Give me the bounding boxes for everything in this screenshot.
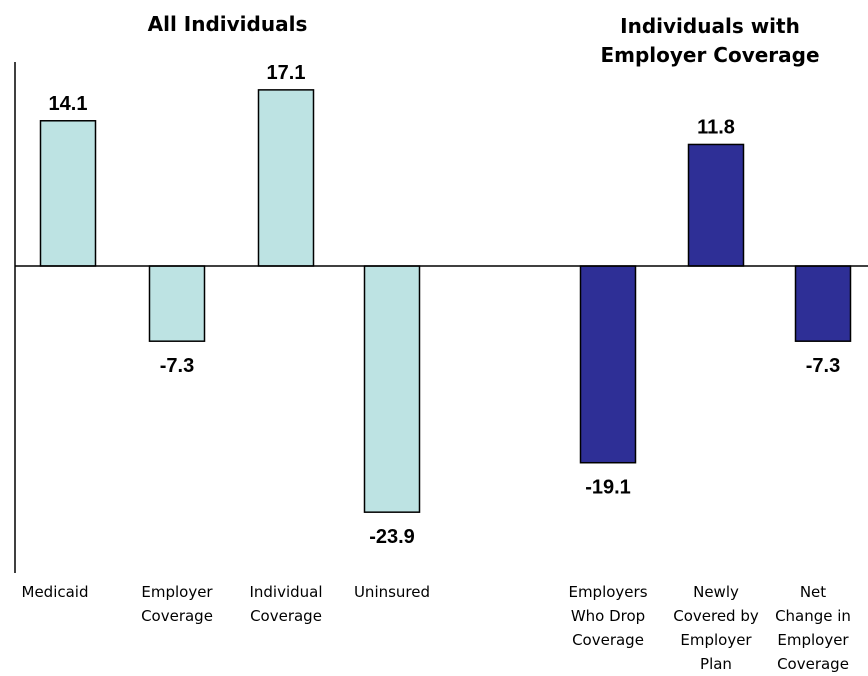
bar-1 xyxy=(39,120,97,267)
bar-3 xyxy=(257,89,315,267)
category-label-7: Net Change in Employer Coverage xyxy=(775,583,851,673)
bar-4 xyxy=(363,265,421,513)
data-label-3: 17.1 xyxy=(267,62,306,84)
data-label-1: 14.1 xyxy=(49,93,88,115)
category-label-3: Individual Coverage xyxy=(249,583,323,625)
bar-7 xyxy=(794,265,852,342)
data-label-5: -19.1 xyxy=(585,477,631,499)
category-label-4: Uninsured xyxy=(353,583,431,601)
category-label-1: Medicaid xyxy=(21,583,89,601)
data-label-2: -7.3 xyxy=(160,355,194,377)
category-label-6: Newly Covered by Employer Plan xyxy=(673,583,759,673)
bar-6 xyxy=(687,143,745,267)
group-title-employer-coverage: Individuals with Employer Coverage xyxy=(600,14,820,67)
category-label-5: Employers Who Drop Coverage xyxy=(568,583,648,649)
data-label-6: 11.8 xyxy=(697,116,735,138)
data-label-4: -23.9 xyxy=(369,526,415,548)
category-label-2: Employer Coverage xyxy=(141,583,213,625)
bar-5 xyxy=(579,265,637,464)
data-label-7: -7.3 xyxy=(806,355,840,377)
group-title-all-individuals: All Individuals xyxy=(147,12,308,36)
bar-2 xyxy=(148,265,206,342)
